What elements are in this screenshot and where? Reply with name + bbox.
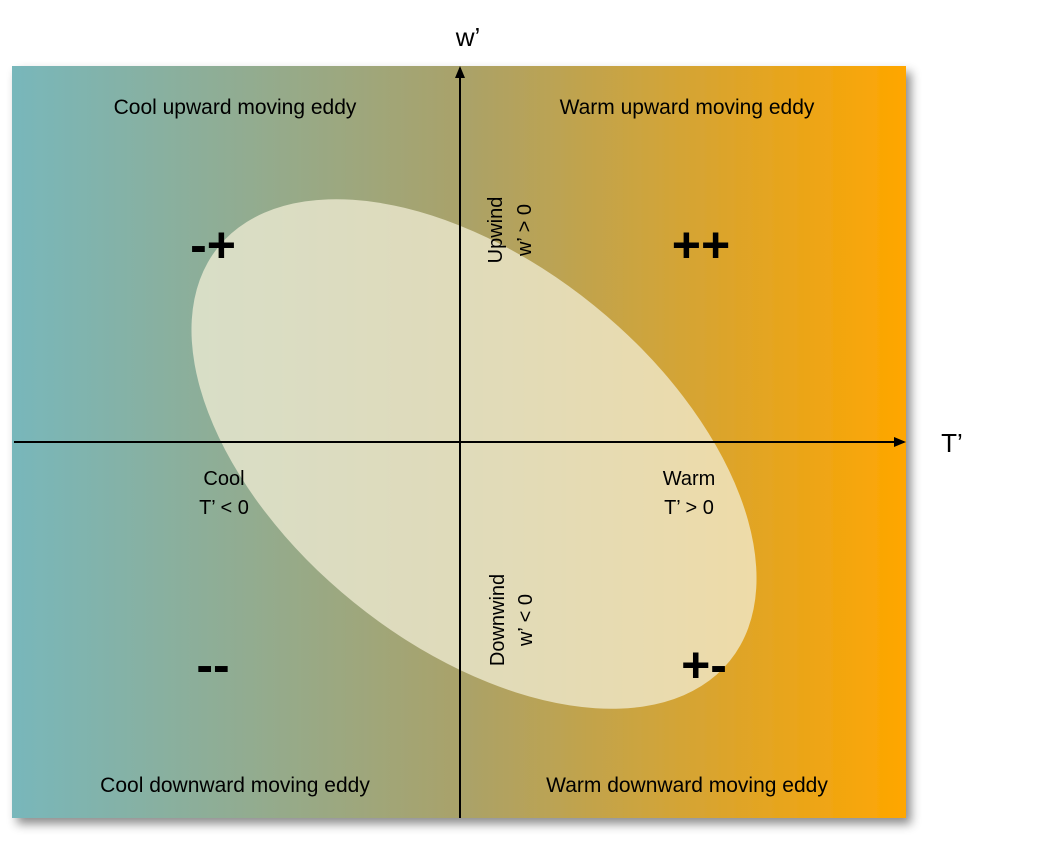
warm-label: Warm bbox=[663, 468, 716, 490]
y-axis-label: w’ bbox=[455, 22, 481, 52]
quadrant-label-bottom-left: Cool downward moving eddy bbox=[100, 774, 370, 797]
sign-bottom-right: +- bbox=[681, 637, 727, 693]
x-axis-label: T’ bbox=[941, 428, 963, 458]
downwind-condition-label: w’ < 0 bbox=[515, 594, 537, 647]
warm-condition-label: T’ > 0 bbox=[664, 497, 714, 519]
sign-top-right: ++ bbox=[672, 217, 730, 273]
cool-label: Cool bbox=[203, 468, 244, 490]
data-ellipse bbox=[191, 199, 757, 709]
quadrant-label-bottom-right: Warm downward moving eddy bbox=[546, 774, 828, 797]
cool-condition-label: T’ < 0 bbox=[199, 497, 249, 519]
quadrant-label-top-right: Warm upward moving eddy bbox=[560, 96, 815, 119]
sign-top-left: -+ bbox=[190, 217, 236, 273]
sign-bottom-left: -- bbox=[196, 637, 229, 693]
upwind-condition-label: w’ > 0 bbox=[514, 204, 536, 257]
downwind-label: Downwind bbox=[487, 574, 509, 666]
upwind-label: Upwind bbox=[485, 197, 507, 264]
quadrant-label-top-left: Cool upward moving eddy bbox=[114, 96, 357, 119]
